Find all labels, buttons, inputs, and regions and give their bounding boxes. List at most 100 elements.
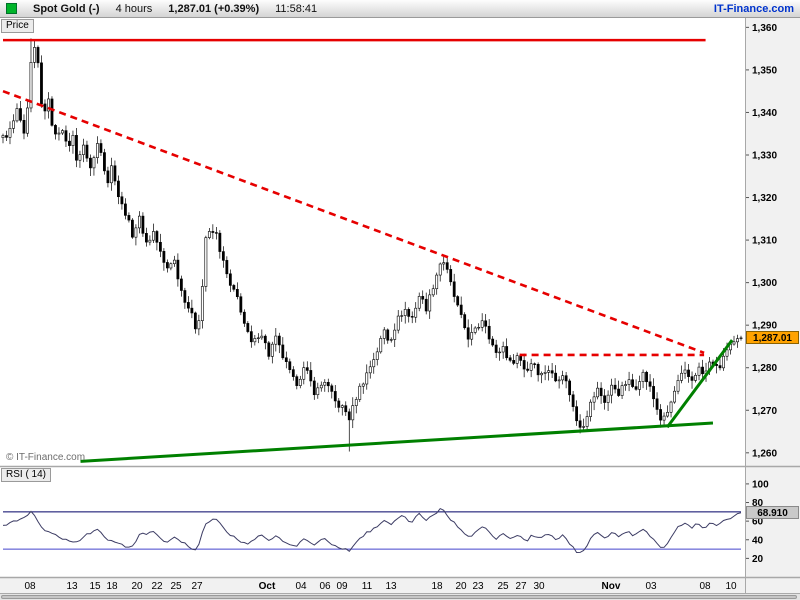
candle-body xyxy=(400,315,404,317)
candle-body xyxy=(155,231,159,243)
candle-body xyxy=(127,215,131,221)
candle-body xyxy=(207,231,211,238)
candle-body xyxy=(449,269,453,283)
candle-body xyxy=(414,307,418,318)
candle-body xyxy=(736,338,739,343)
candle-body xyxy=(613,384,617,390)
trendline-steep-ascending-support[interactable] xyxy=(665,339,734,429)
trendline-descending-resistance[interactable] xyxy=(2,89,705,355)
candle-body xyxy=(508,357,512,361)
candle-body xyxy=(403,309,407,316)
candle-body xyxy=(620,385,624,396)
candle-body xyxy=(599,387,603,397)
candle-body xyxy=(330,385,334,392)
candle-body xyxy=(379,338,383,353)
candle-body xyxy=(725,349,729,357)
candle-body xyxy=(228,273,232,286)
candle-body xyxy=(36,47,40,64)
candle-body xyxy=(253,338,257,343)
timeframe-label: 4 hours xyxy=(115,2,153,15)
scrollbar-thumb[interactable] xyxy=(1,595,797,599)
candle-body xyxy=(134,227,138,238)
candle-body xyxy=(519,355,523,361)
candle-body xyxy=(592,396,596,403)
candle-body xyxy=(354,399,358,406)
app-logo-icon xyxy=(6,3,17,14)
candle-body xyxy=(494,344,498,353)
candle-body xyxy=(47,98,50,112)
candle-body xyxy=(582,426,586,428)
candle-body xyxy=(50,98,54,126)
candle-body xyxy=(655,398,659,410)
candle-body xyxy=(543,371,547,374)
candle-body xyxy=(389,339,393,341)
title-bar: Spot Gold (-) 4 hours 1,287.01 (+0.39%) … xyxy=(0,0,800,18)
candle-body xyxy=(124,203,127,216)
candle-body xyxy=(232,285,236,290)
candle-body xyxy=(610,384,613,396)
candle-body xyxy=(718,365,722,369)
date-label: 08 xyxy=(699,581,711,592)
candle-body xyxy=(176,259,180,280)
candle-body xyxy=(666,411,669,417)
candle-body xyxy=(186,302,190,309)
candle-body xyxy=(529,363,533,371)
candle-body xyxy=(536,364,540,376)
rsi-axis-label: 20 xyxy=(752,554,764,565)
date-label: 20 xyxy=(455,581,467,592)
candle-body xyxy=(407,309,411,317)
date-label: 18 xyxy=(106,581,118,592)
horizontal-scrollbar[interactable] xyxy=(0,593,800,600)
candle-body xyxy=(459,304,463,315)
price-axis-label: 1,360 xyxy=(752,23,777,34)
candle-body xyxy=(337,400,341,408)
candle-body xyxy=(484,320,488,327)
candle-body xyxy=(368,366,372,374)
candle-body xyxy=(690,376,694,381)
candle-body xyxy=(631,379,634,387)
candle-body xyxy=(302,367,306,380)
candle-body xyxy=(249,331,253,343)
candle-body xyxy=(99,143,103,153)
candle-body xyxy=(172,259,176,265)
date-label: 15 xyxy=(89,581,101,592)
candle-body xyxy=(71,135,75,146)
candle-body xyxy=(498,351,502,354)
candle-body xyxy=(515,355,519,364)
candle-body xyxy=(578,420,582,428)
candle-body xyxy=(89,157,92,169)
trendline-ascending-support[interactable] xyxy=(80,421,714,463)
candle-body xyxy=(113,165,117,182)
candle-body xyxy=(417,296,421,309)
candle-body xyxy=(1,135,5,138)
candle-body xyxy=(179,278,183,291)
candle-body xyxy=(596,387,599,398)
candle-body xyxy=(697,366,701,376)
candle-body xyxy=(421,296,425,300)
candle-body xyxy=(19,108,22,121)
price-axis-label: 1,310 xyxy=(752,236,777,247)
price-axis-label: 1,260 xyxy=(752,448,777,459)
candle-body xyxy=(309,370,313,382)
price-panel-label: Price xyxy=(1,19,34,33)
candle-body xyxy=(445,262,449,270)
date-label: 27 xyxy=(191,581,203,592)
candle-body xyxy=(92,157,96,169)
candle-body xyxy=(61,130,64,134)
date-label: 23 xyxy=(472,581,484,592)
candle-body xyxy=(347,411,351,421)
candle-body xyxy=(288,361,292,370)
candle-body xyxy=(96,143,99,158)
candle-body xyxy=(183,290,187,303)
candle-body xyxy=(680,372,683,381)
candle-body xyxy=(676,380,680,392)
candle-body xyxy=(29,62,33,109)
candle-body xyxy=(270,343,274,357)
date-label: 30 xyxy=(533,581,545,592)
brand-link[interactable]: IT-Finance.com xyxy=(713,2,794,15)
candle-body xyxy=(473,327,477,333)
candle-body xyxy=(15,108,19,122)
candle-body xyxy=(361,383,365,387)
